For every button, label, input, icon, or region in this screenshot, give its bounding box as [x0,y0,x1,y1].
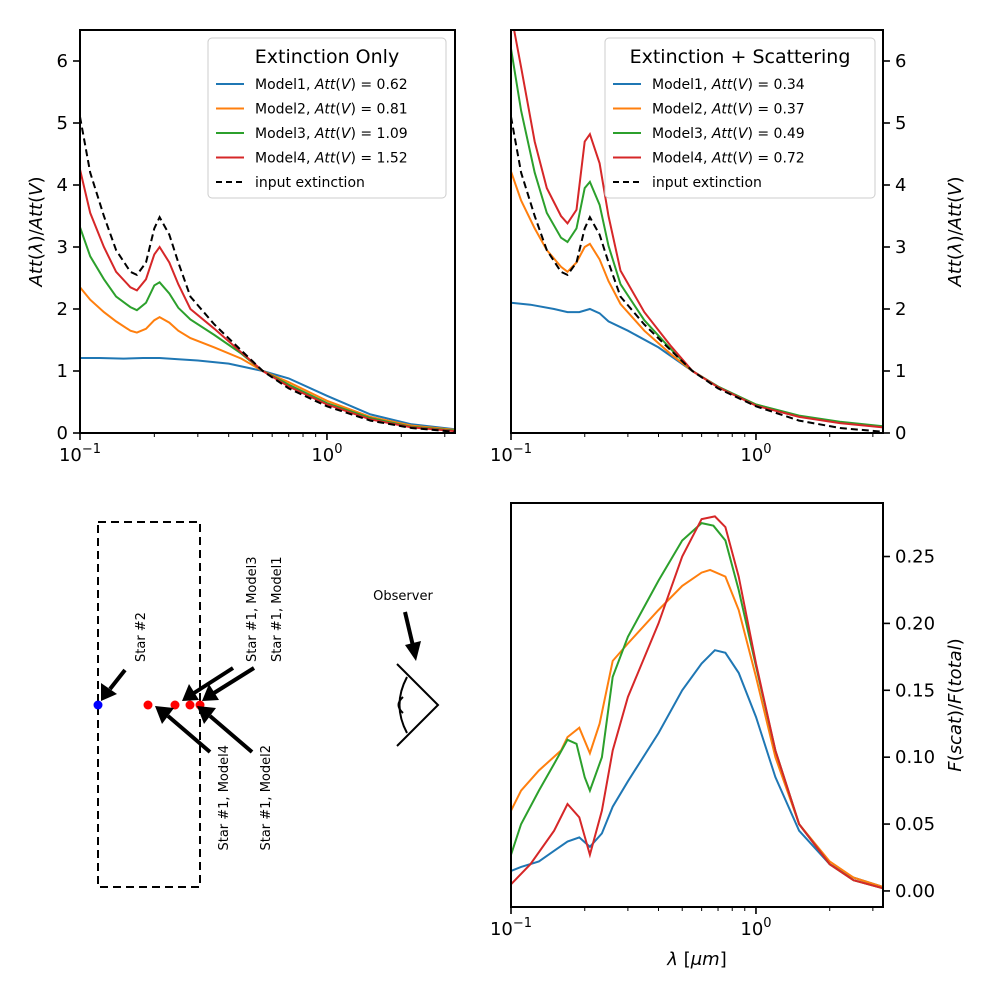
series-line-4 [511,515,883,890]
legend-entry: input extinction [255,175,365,191]
series-line-2 [511,171,883,428]
panel-extinction-scattering: 10−1 100 0 1 2 3 4 5 6 Att(λ)/Att(V) Extinction + … [490,29,966,466]
y-tick-label: 0.05 [895,814,935,835]
y-tick-label: 6 [895,51,906,72]
y-tick-label: 1 [57,361,68,382]
legend-entry: input extinction [652,175,762,191]
y-tick-label: 4 [57,175,68,196]
arrow-star1-model1 [202,666,256,701]
legend-title: Extinction Only [255,46,399,68]
legend: Extinction + Scattering Model1, Att(V) = … [604,37,876,199]
x-tick-label: 10−1 [490,442,532,466]
series-line-2 [80,286,455,431]
y-tick-label: 0.20 [895,613,935,634]
x-tick-label: 10−1 [59,442,101,466]
y-tick-label: 0.00 [895,881,935,902]
y-tick-label: 4 [895,175,906,196]
y-axis-label: F(scat)/F(total) [945,638,966,771]
legend-title: Extinction + Scattering [630,46,851,68]
panel-extinction-only: 10−1 100 0 1 2 3 4 5 6 Att(λ)/Att(V) Extinction On… [26,29,456,466]
star-1-model4-marker [143,700,153,710]
arrow-observer [403,611,421,661]
x-tick-label: 100 [740,442,771,466]
series-line-1 [80,357,455,431]
x-tick-label: 10−1 [490,916,532,940]
y-tick-label: 1 [895,361,906,382]
series-line-3 [80,226,455,432]
observer-label: Observer [373,589,433,604]
y-tick-label: 0.10 [895,747,935,768]
legend-entry: Model4, Att(V) = 0.72 [652,151,805,167]
y-axis-label: Att(λ)/Att(V) [26,176,47,287]
y-tick-label: 2 [57,299,68,320]
y-tick-label: 6 [57,51,68,72]
series-line-4 [80,169,455,433]
eye-icon [396,663,440,747]
legend-entry: Model2, Att(V) = 0.37 [652,102,805,118]
arrow-star1-model3 [182,666,235,701]
legend-entry: Model2, Att(V) = 0.81 [255,102,408,118]
arrow-star1-model2 [197,706,254,754]
legend-box [207,37,447,199]
axes-frame [510,502,884,908]
legend-entry: Model4, Att(V) = 1.52 [255,151,408,167]
series-line-5 [80,116,455,433]
y-tick-label: 5 [57,113,68,134]
legend: Extinction Only Model1, Att(V) = 0.62 Mode… [207,37,447,199]
star-2-marker [93,700,103,710]
series-line-1 [511,649,883,888]
x-axis-label: λ [μm] [666,949,726,970]
star-2-label: Star #2 [134,612,149,662]
star-1-model3-label: Star #1, Model3 [245,556,260,662]
star-1-model3-marker [170,700,180,710]
geometry-diagram: Star #2 Star #1, Model3 Star #1, Model1 … [93,521,440,888]
x-tick-label: 100 [311,442,342,466]
axes-frame [79,29,456,434]
arrow-star1-model4 [155,706,212,754]
y-tick-label: 5 [895,113,906,134]
legend-entry: Model1, Att(V) = 0.34 [652,77,805,93]
y-tick-label: 0 [895,423,906,444]
star-1-model4-label: Star #1, Model4 [217,745,232,851]
legend-entry: Model1, Att(V) = 0.62 [255,77,408,93]
series-line-2 [511,568,883,888]
y-tick-label: 2 [895,299,906,320]
star-1-model1-label: Star #1, Model1 [270,556,285,662]
y-tick-label: 0 [57,423,68,444]
legend-box [604,37,876,199]
legend-entry: Model3, Att(V) = 0.49 [652,126,805,142]
y-tick-label: 0.25 [895,547,935,568]
y-tick-label: 3 [57,237,68,258]
y-tick-label: 0.15 [895,680,935,701]
series-line-5 [511,116,883,433]
x-tick-label: 100 [740,916,771,940]
star-1-model2-label: Star #1, Model2 [259,745,274,851]
arrow-star2 [101,668,127,701]
panel-scattered-fraction: 10−1 100 0.00 0.05 0.10 0.15 0.20 0.25 F(scat)/F… [490,502,966,970]
series-line-1 [511,301,883,428]
y-tick-label: 3 [895,237,906,258]
series-line-3 [511,522,883,890]
legend-entry: Model3, Att(V) = 1.09 [255,126,408,142]
axes-frame [510,29,884,434]
y-axis-label: Att(λ)/Att(V) [945,176,966,287]
star-1-model1-marker [185,700,195,710]
